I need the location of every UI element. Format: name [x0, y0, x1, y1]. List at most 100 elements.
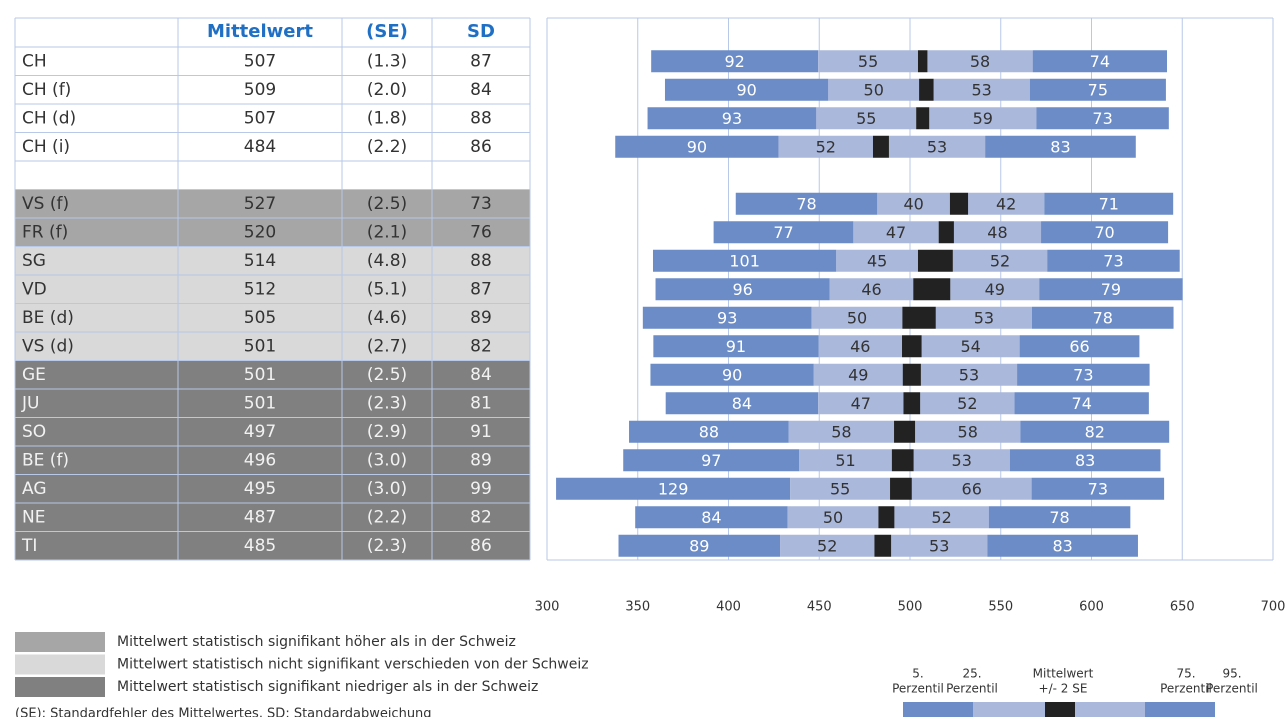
bar-segment — [664, 78, 829, 101]
bar-segment — [1039, 278, 1183, 301]
mean-cell: 507 — [244, 51, 276, 71]
column-header: SD — [467, 21, 495, 42]
mean-cell: 507 — [244, 108, 276, 128]
sd-cell: 87 — [470, 51, 492, 71]
row-fill — [15, 503, 530, 532]
segment-label: 92 — [724, 52, 744, 71]
key-label: Perzentil — [1160, 682, 1212, 696]
se-cell: (2.7) — [367, 336, 407, 356]
bar-segment — [818, 335, 903, 358]
segment-label: 73 — [1073, 365, 1093, 384]
sd-cell: 82 — [470, 336, 492, 356]
mean-box — [891, 449, 914, 472]
bar-segment — [894, 506, 989, 529]
x-tick-label: 400 — [716, 600, 741, 615]
segment-label: 74 — [1090, 52, 1110, 71]
key-segment — [1145, 702, 1215, 717]
key-segment — [973, 702, 1045, 717]
segment-label: 129 — [658, 479, 689, 498]
segment-label: 54 — [960, 337, 980, 356]
se-cell: (2.0) — [367, 80, 407, 100]
segment-label: 78 — [1093, 308, 1113, 327]
row-fill — [15, 189, 530, 218]
row-label: CH (f) — [22, 80, 71, 100]
se-cell: (2.2) — [367, 137, 407, 157]
x-tick-label: 350 — [625, 600, 650, 615]
segment-label: 74 — [1072, 394, 1092, 413]
legend-swatch — [15, 677, 105, 697]
mean-box — [902, 306, 936, 329]
bar-segment — [642, 306, 812, 329]
segment-label: 53 — [972, 80, 992, 99]
segment-label: 46 — [850, 337, 870, 356]
mean-box — [902, 363, 921, 386]
segment-label: 49 — [985, 280, 1005, 299]
mean-cell: 484 — [244, 137, 276, 157]
bar-segment — [1020, 420, 1170, 443]
bar-segment — [713, 221, 854, 244]
segment-label: 59 — [973, 109, 993, 128]
key-label: Perzentil — [1206, 682, 1258, 696]
bar-segment — [818, 392, 904, 415]
segment-label: 73 — [1103, 251, 1123, 270]
segment-label: 51 — [835, 451, 855, 470]
row-fill — [15, 531, 530, 560]
mean-cell: 512 — [244, 279, 276, 299]
footnote: (SE): Standardfehler des Mittelwertes, S… — [15, 707, 432, 717]
bar-segment — [911, 477, 1032, 500]
x-tick-label: 650 — [1170, 600, 1195, 615]
segment-label: 53 — [927, 137, 947, 156]
key-label: Perzentil — [946, 682, 998, 696]
bar-segment — [778, 135, 873, 158]
x-tick-label: 550 — [988, 600, 1013, 615]
bar-segment — [913, 449, 1010, 472]
bar-segment — [985, 135, 1136, 158]
row-label: CH — [22, 51, 47, 71]
bar-segment — [929, 107, 1037, 130]
bar-segment — [828, 78, 920, 101]
row-fill — [15, 275, 530, 304]
segment-label: 77 — [773, 223, 793, 242]
bar-segment — [1044, 192, 1174, 215]
key-label: 75. — [1176, 667, 1195, 681]
bar-segment — [952, 249, 1048, 272]
segment-label: 58 — [958, 422, 978, 441]
mean-cell: 501 — [244, 393, 276, 413]
bar-segment — [780, 534, 875, 557]
segment-label: 71 — [1099, 194, 1119, 213]
bar-segment — [921, 335, 1020, 358]
bar-segment — [665, 392, 819, 415]
row-label: CH (d) — [22, 108, 76, 128]
row-label: BE (f) — [22, 450, 69, 470]
segment-label: 58 — [831, 422, 851, 441]
segment-label: 53 — [952, 451, 972, 470]
bar-segment — [1047, 249, 1180, 272]
bar-segment — [615, 135, 779, 158]
segment-label: 40 — [903, 194, 923, 213]
bar-segment — [829, 278, 914, 301]
bar-segment — [920, 363, 1018, 386]
mean-cell: 495 — [244, 479, 276, 499]
segment-label: 53 — [929, 536, 949, 555]
row-fill — [15, 360, 530, 389]
segment-label: 90 — [722, 365, 742, 384]
segment-label: 52 — [931, 508, 951, 527]
legend-label: Mittelwert statistisch signifikant höher… — [117, 634, 516, 650]
segment-label: 52 — [990, 251, 1010, 270]
se-cell: (2.3) — [367, 536, 407, 556]
se-cell: (2.5) — [367, 194, 407, 214]
key-segment — [1045, 702, 1075, 717]
sd-cell: 99 — [470, 479, 492, 499]
legend-swatch — [15, 632, 105, 652]
x-tick-label: 500 — [898, 600, 923, 615]
bar-segment — [735, 192, 878, 215]
segment-label: 70 — [1094, 223, 1114, 242]
bar-segment — [933, 78, 1030, 101]
bar-segment — [653, 335, 819, 358]
row-label: GE — [22, 365, 46, 385]
sd-cell: 84 — [470, 80, 492, 100]
bar-segment — [629, 420, 789, 443]
row-label: AG — [22, 479, 47, 499]
segment-label: 46 — [861, 280, 881, 299]
mean-cell: 501 — [244, 365, 276, 385]
